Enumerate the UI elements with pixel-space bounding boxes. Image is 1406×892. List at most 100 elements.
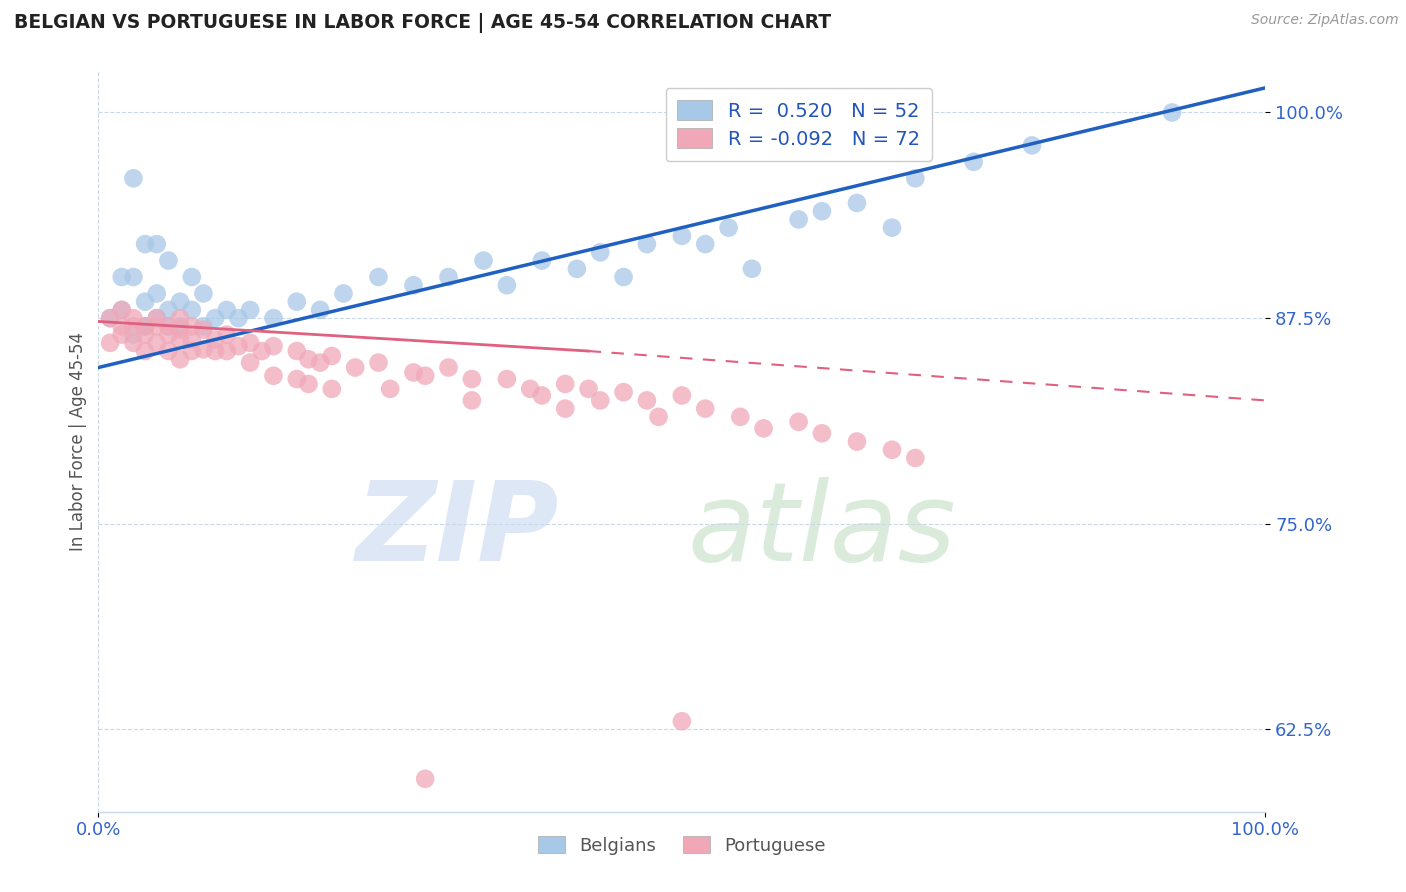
Point	[437, 270, 460, 285]
Point	[811, 204, 834, 219]
Point	[880, 220, 903, 235]
Point	[239, 355, 262, 369]
Point	[134, 294, 156, 309]
Point	[122, 270, 145, 285]
Point	[461, 372, 484, 386]
Point	[717, 220, 740, 235]
Point	[157, 344, 180, 359]
Point	[671, 388, 693, 402]
Point	[169, 319, 191, 334]
Point	[285, 294, 308, 309]
Point	[111, 327, 134, 342]
Point	[204, 344, 226, 359]
Point	[297, 352, 319, 367]
Point	[530, 253, 553, 268]
Point	[169, 352, 191, 367]
Text: Source: ZipAtlas.com: Source: ZipAtlas.com	[1251, 13, 1399, 28]
Point	[111, 319, 134, 334]
Point	[519, 382, 541, 396]
Point	[215, 344, 238, 359]
Point	[613, 385, 636, 400]
Point	[787, 415, 810, 429]
Point	[904, 450, 927, 465]
Point	[134, 319, 156, 334]
Point	[695, 401, 717, 416]
Point	[250, 344, 273, 359]
Point	[111, 302, 134, 317]
Point	[215, 302, 238, 317]
Point	[297, 376, 319, 391]
Point	[180, 270, 202, 285]
Point	[239, 335, 262, 350]
Legend: Belgians, Portuguese: Belgians, Portuguese	[530, 830, 834, 862]
Point	[402, 278, 425, 293]
Point	[157, 302, 180, 317]
Point	[134, 237, 156, 252]
Point	[730, 409, 752, 424]
Point	[671, 714, 693, 729]
Point	[146, 335, 169, 350]
Point	[671, 228, 693, 243]
Point	[122, 311, 145, 326]
Point	[413, 772, 436, 786]
Point	[146, 319, 169, 334]
Point	[122, 171, 145, 186]
Point	[193, 286, 215, 301]
Point	[193, 319, 215, 334]
Point	[262, 339, 284, 353]
Point	[169, 311, 191, 326]
Point	[122, 335, 145, 350]
Point	[157, 253, 180, 268]
Text: ZIP: ZIP	[356, 477, 560, 584]
Point	[180, 302, 202, 317]
Point	[846, 434, 869, 449]
Point	[413, 368, 436, 383]
Point	[321, 382, 343, 396]
Point	[285, 372, 308, 386]
Point	[180, 344, 202, 359]
Text: BELGIAN VS PORTUGUESE IN LABOR FORCE | AGE 45-54 CORRELATION CHART: BELGIAN VS PORTUGUESE IN LABOR FORCE | A…	[14, 13, 831, 33]
Point	[262, 311, 284, 326]
Point	[344, 360, 367, 375]
Point	[146, 311, 169, 326]
Point	[589, 245, 612, 260]
Point	[321, 349, 343, 363]
Point	[122, 319, 145, 334]
Point	[554, 376, 576, 391]
Point	[647, 409, 669, 424]
Point	[472, 253, 495, 268]
Point	[285, 344, 308, 359]
Point	[904, 171, 927, 186]
Point	[228, 311, 250, 326]
Point	[180, 333, 202, 347]
Point	[157, 327, 180, 342]
Point	[228, 339, 250, 353]
Point	[169, 294, 191, 309]
Point	[880, 442, 903, 457]
Point	[239, 302, 262, 317]
Point	[367, 355, 389, 369]
Point	[402, 366, 425, 380]
Point	[636, 237, 658, 252]
Point	[146, 286, 169, 301]
Point	[496, 278, 519, 293]
Point	[1161, 105, 1184, 120]
Point	[193, 323, 215, 337]
Point	[98, 311, 121, 326]
Point	[157, 319, 180, 334]
Point	[752, 421, 775, 435]
Point	[169, 333, 191, 347]
Point	[367, 270, 389, 285]
Point	[146, 237, 169, 252]
Point	[204, 311, 226, 326]
Point	[589, 393, 612, 408]
Point	[134, 319, 156, 334]
Point	[530, 388, 553, 402]
Point	[134, 344, 156, 359]
Point	[496, 372, 519, 386]
Point	[122, 327, 145, 342]
Point	[98, 311, 121, 326]
Point	[578, 382, 600, 396]
Point	[332, 286, 354, 301]
Point	[811, 426, 834, 441]
